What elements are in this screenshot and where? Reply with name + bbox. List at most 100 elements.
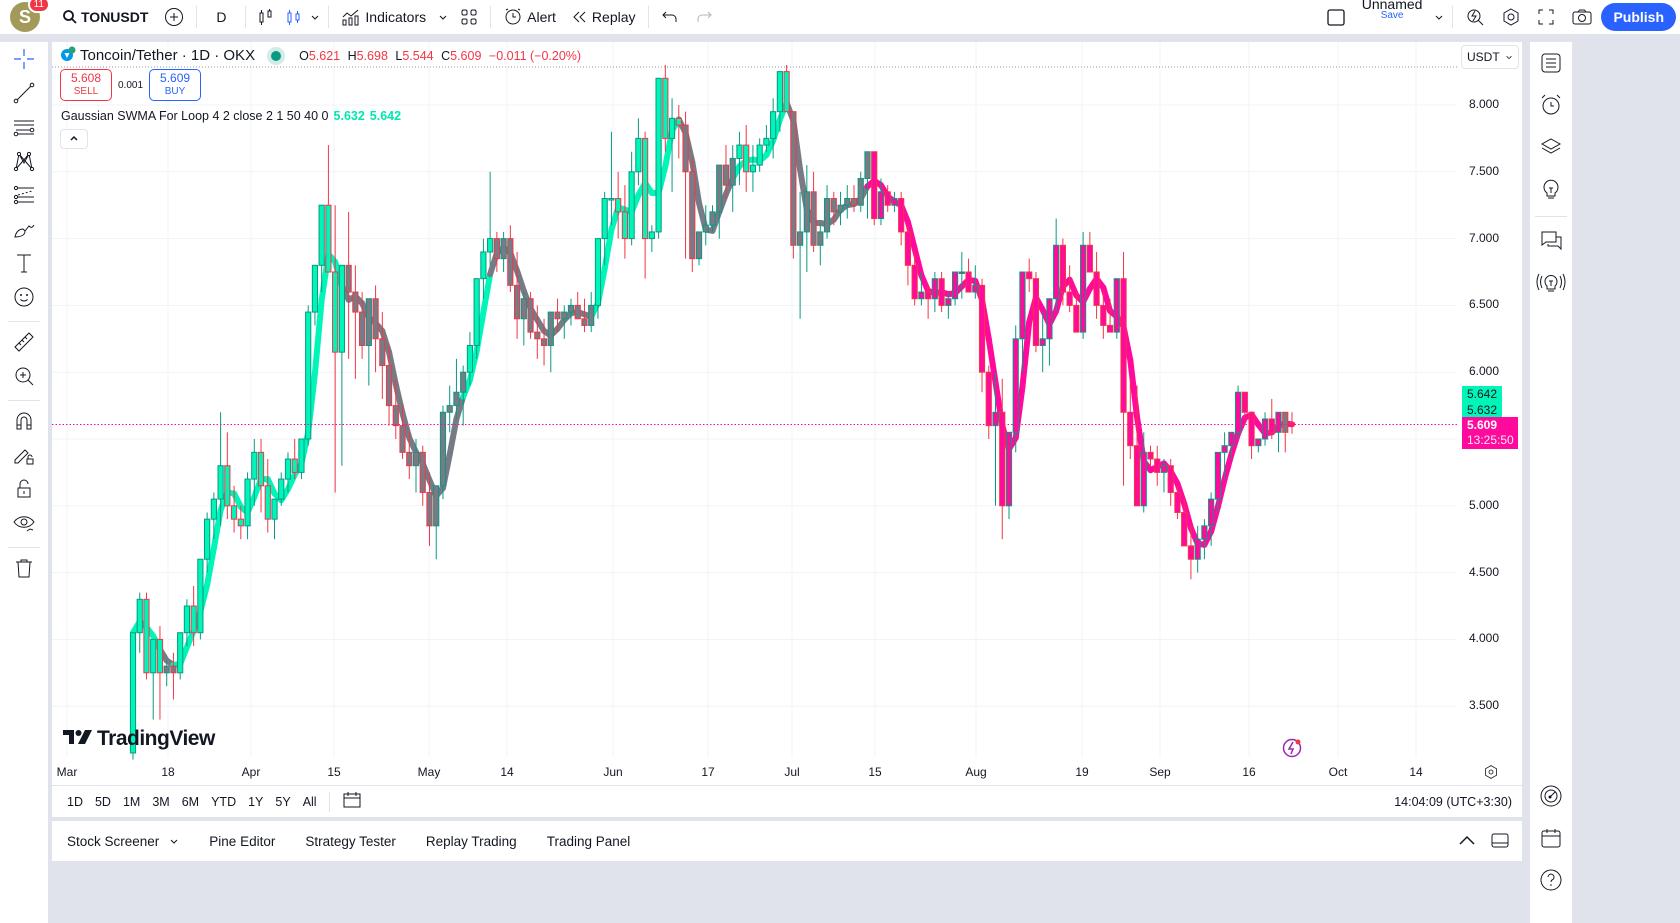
measure-tool[interactable] (0, 327, 48, 361)
compare-symbol-button[interactable] (156, 0, 192, 36)
range-button-1y[interactable]: 1Y (248, 794, 264, 809)
divider (8, 321, 40, 322)
timezone-clock[interactable]: 14:04:09 (UTC+3:30) (1394, 794, 1512, 809)
object-tree-button[interactable] (1530, 128, 1572, 170)
multi-layout-button[interactable] (1318, 0, 1354, 36)
brush-tool[interactable] (0, 214, 48, 248)
time-axis-label: Aug (965, 765, 987, 779)
crosshair-tool[interactable] (0, 44, 48, 78)
layout-dropdown[interactable] (1430, 0, 1448, 36)
axis-settings-button[interactable] (1483, 764, 1499, 785)
range-button-5d[interactable]: 5D (94, 794, 111, 809)
remove-drawings-tool[interactable] (0, 553, 48, 587)
alerts-button[interactable] (1530, 86, 1572, 128)
hotlists-button[interactable] (1530, 777, 1572, 819)
indicators-button[interactable]: Indicators (333, 0, 434, 36)
range-button-1m[interactable]: 1M (122, 794, 141, 809)
lock-drawings-tool[interactable] (0, 440, 48, 474)
templates-button[interactable] (452, 0, 486, 36)
goto-date-button[interactable] (336, 791, 368, 812)
streams-button[interactable] (1530, 263, 1572, 305)
expand-panel-button[interactable] (1458, 834, 1476, 849)
calendar-button[interactable] (1530, 819, 1572, 861)
price-axis-label: 3.500 (1469, 698, 1500, 713)
calendar-icon (342, 792, 362, 812)
range-button-1d[interactable]: 1D (67, 794, 83, 809)
layers-icon (1539, 135, 1563, 164)
divider (328, 791, 330, 812)
forecast-icon (12, 183, 36, 212)
forecast-tool[interactable] (0, 180, 48, 214)
lightning-search-icon (1465, 7, 1485, 27)
divider (490, 6, 492, 28)
alert-button[interactable]: Alert (495, 0, 564, 36)
chevron-down-icon (1434, 12, 1444, 22)
settings-button[interactable] (1493, 0, 1529, 36)
maximize-panel-button[interactable] (1490, 831, 1510, 852)
lock-all-tool[interactable] (0, 474, 48, 508)
bar-style-button[interactable] (250, 0, 282, 36)
candles-icon (286, 8, 302, 26)
symbol-title[interactable]: Toncoin/Tether · 1D · OKX (80, 47, 256, 64)
tab-trading-panel[interactable]: Trading Panel (546, 833, 631, 849)
time-axis-label: 19 (1075, 765, 1089, 779)
tradingview-watermark[interactable]: TradingView (63, 727, 215, 751)
time-axis-label: 15 (327, 765, 341, 779)
range-button-all[interactable]: All (302, 794, 317, 809)
symbol-search-button[interactable]: TONUSDT (54, 0, 156, 36)
help-button[interactable] (1530, 861, 1572, 903)
range-button-5y[interactable]: 5Y (275, 794, 291, 809)
auto-notifications-button[interactable] (1281, 737, 1303, 759)
buy-button[interactable]: 5.609 BUY (149, 69, 202, 101)
price-chart[interactable] (52, 42, 1522, 817)
collapse-legend-button[interactable] (60, 129, 88, 149)
time-axis-label: May (417, 765, 441, 779)
chart-pane[interactable]: Toncoin/Tether · 1D · OKX O5.621 H5.698 … (52, 42, 1522, 817)
publish-button[interactable]: Publish (1601, 3, 1676, 31)
range-button-ytd[interactable]: YTD (211, 794, 237, 809)
tab-replay-trading[interactable]: Replay Trading (425, 833, 517, 849)
chart-type-dropdown[interactable] (306, 0, 324, 36)
range-button-6m[interactable]: 6M (181, 794, 200, 809)
watchlist-button[interactable] (1530, 44, 1572, 86)
fullscreen-button[interactable] (1529, 0, 1563, 36)
avatar[interactable]: S 11 (10, 0, 50, 32)
tab-strategy-tester[interactable]: Strategy Tester (305, 833, 396, 849)
pattern-tool[interactable] (0, 146, 48, 180)
text-tool[interactable] (0, 248, 48, 282)
time-axis-label: 15 (868, 765, 882, 779)
divider (647, 6, 649, 28)
time-axis-label: 14 (500, 765, 514, 779)
tab-stock-screener[interactable]: Stock Screener (52, 834, 194, 849)
layout-name-button[interactable]: Unnamed Save (1361, 0, 1423, 21)
undo-button[interactable] (653, 0, 687, 36)
market-status-dot[interactable] (271, 50, 282, 61)
currency-select[interactable]: USDT (1461, 45, 1519, 69)
time-axis-label: 17 (701, 765, 715, 779)
redo-button[interactable] (687, 0, 721, 36)
replay-button[interactable]: Replay (564, 0, 644, 36)
range-button-3m[interactable]: 3M (152, 794, 170, 809)
indicator-legend[interactable]: Gaussian SWMA For Loop 4 2 close 2 1 50 … (61, 109, 402, 123)
chats-button[interactable] (1530, 221, 1572, 263)
tab-pine-editor[interactable]: Pine Editor (209, 833, 276, 849)
emoji-tool[interactable] (0, 282, 48, 316)
snapshot-button[interactable] (1563, 0, 1601, 36)
plus-circle-icon (164, 7, 184, 27)
magnet-tool[interactable] (0, 406, 48, 440)
sell-button[interactable]: 5.608 SELL (60, 69, 112, 101)
trend-line-tool[interactable] (0, 78, 48, 112)
indicators-dropdown[interactable] (434, 0, 452, 36)
indicators-icon (341, 8, 361, 26)
target-icon (1539, 784, 1563, 813)
quick-search-button[interactable] (1457, 0, 1493, 36)
horizontal-lines-tool[interactable] (0, 112, 48, 146)
hide-drawings-tool[interactable] (0, 508, 48, 542)
calendar-icon (1539, 826, 1563, 855)
alarm-clock-icon (1539, 93, 1563, 122)
candles-button[interactable] (282, 0, 306, 36)
interval-button[interactable]: D (216, 9, 227, 25)
grid-icon (460, 8, 478, 26)
ideas-button[interactable] (1530, 170, 1572, 212)
zoom-in-tool[interactable] (0, 361, 48, 395)
